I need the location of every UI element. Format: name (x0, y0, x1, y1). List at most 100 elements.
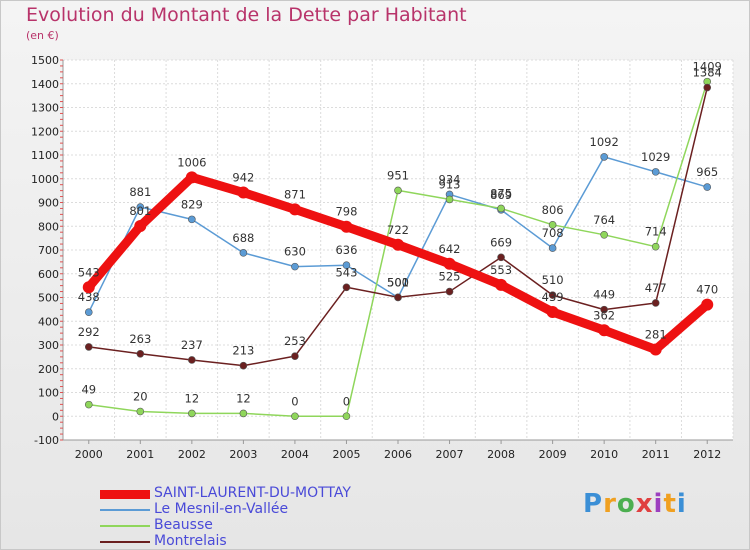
y-tick-label: 1200 (31, 125, 59, 138)
y-tick-label: 900 (38, 197, 59, 210)
data-point (185, 171, 198, 184)
data-label: 500 (387, 276, 409, 290)
x-tick-label: 2008 (487, 448, 515, 461)
legend-swatch (100, 489, 150, 499)
chart-title: Evolution du Montant de la Dette par Hab… (26, 4, 467, 26)
logo-letter: P (583, 489, 604, 519)
data-label: 636 (335, 243, 357, 257)
data-label: 669 (490, 235, 512, 249)
data-point (342, 412, 351, 421)
data-label: 801 (129, 204, 151, 218)
data-label: 630 (284, 245, 306, 259)
y-tick-label: 300 (38, 339, 59, 352)
data-point (188, 409, 196, 418)
data-label: 829 (181, 197, 203, 211)
data-point (649, 343, 662, 356)
x-tick-label: 2010 (590, 448, 618, 461)
data-label: 49 (81, 383, 96, 397)
data-point (84, 343, 93, 351)
x-tick-label: 2006 (384, 448, 412, 461)
data-point (239, 249, 248, 257)
data-point (239, 361, 248, 370)
x-tick-label: 2012 (693, 448, 721, 461)
data-label: 501 (387, 275, 409, 289)
x-tick-label: 2007 (436, 448, 464, 461)
y-tick-label: 1000 (31, 173, 59, 186)
logo-letter: o (616, 489, 636, 519)
chart-unit-label: (en €) (26, 29, 59, 42)
y-tick-label: 1400 (31, 78, 59, 91)
y-tick-label: -100 (34, 434, 59, 447)
data-point (600, 153, 608, 161)
data-label: 1029 (641, 150, 670, 164)
data-label: 951 (387, 168, 409, 182)
data-point (445, 287, 454, 296)
data-point (291, 262, 299, 271)
x-tick-label: 2001 (126, 448, 154, 461)
data-point (548, 221, 557, 229)
data-label: 806 (542, 203, 564, 217)
data-label: 553 (490, 263, 512, 277)
y-tick-label: 1300 (31, 102, 59, 115)
data-label: 1006 (177, 155, 206, 169)
data-point (651, 299, 660, 307)
data-label: 1092 (590, 135, 619, 149)
data-point (497, 253, 505, 262)
logo-letter: i (676, 489, 687, 519)
legend-label: Montrelais (154, 533, 227, 549)
data-point (136, 349, 145, 358)
logo-letter: r (603, 489, 617, 519)
y-tick-label: 800 (38, 220, 59, 233)
data-label: 20 (133, 390, 148, 404)
data-label: 722 (387, 223, 409, 237)
data-label: 934 (439, 172, 461, 186)
data-label: 714 (645, 225, 667, 239)
legend-swatch (100, 509, 150, 511)
data-point (394, 293, 402, 302)
data-point (701, 298, 714, 311)
data-label: 292 (78, 325, 100, 339)
data-point (342, 283, 351, 292)
y-tick-label: 1500 (31, 54, 59, 67)
data-point (342, 261, 351, 270)
logo-letter: i (653, 489, 664, 519)
x-tick-label: 2005 (332, 448, 360, 461)
data-point (136, 203, 145, 211)
y-tick-label: 1100 (31, 149, 59, 162)
x-tick-label: 2003 (229, 448, 257, 461)
data-label: 543 (78, 265, 100, 279)
y-tick-label: 200 (38, 363, 59, 376)
data-point (548, 291, 557, 299)
data-label: 470 (696, 283, 718, 297)
data-label: 869 (490, 188, 512, 202)
y-tick-label: 500 (38, 292, 59, 305)
data-point (651, 242, 660, 251)
legend-swatch (100, 525, 150, 527)
data-point (600, 305, 608, 314)
data-label: 0 (291, 394, 298, 408)
data-point (188, 356, 196, 364)
y-tick-label: 100 (38, 387, 59, 400)
data-label: 12 (236, 391, 251, 405)
data-point (84, 308, 93, 317)
x-tick-label: 2002 (178, 448, 206, 461)
data-label: 362 (593, 308, 615, 322)
data-point (82, 281, 95, 294)
x-tick-label: 2000 (75, 448, 103, 461)
logo-letter: t (663, 489, 677, 519)
data-label: 213 (232, 344, 254, 358)
data-label: 688 (232, 231, 254, 245)
data-label: 965 (696, 165, 718, 179)
data-point (136, 407, 145, 416)
legend-label: Le Mesnil-en-Vallée (154, 501, 289, 517)
data-label: 1384 (693, 66, 722, 80)
y-tick-label: 0 (52, 410, 59, 423)
data-label: 708 (542, 226, 564, 240)
logo-letter: x (635, 489, 654, 519)
data-label: 875 (490, 186, 512, 200)
data-point (497, 204, 505, 213)
data-point (340, 220, 353, 233)
data-label: 543 (335, 265, 357, 279)
data-point (392, 238, 404, 251)
